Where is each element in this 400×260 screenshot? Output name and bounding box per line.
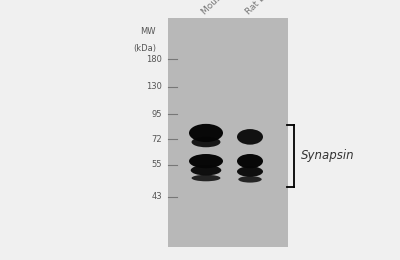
Ellipse shape (237, 166, 263, 177)
Text: MW: MW (140, 27, 156, 36)
Ellipse shape (189, 154, 223, 168)
Text: Synapsin: Synapsin (301, 150, 355, 162)
Ellipse shape (192, 137, 220, 147)
Text: 130: 130 (146, 82, 162, 91)
Text: 43: 43 (151, 192, 162, 201)
Text: (kDa): (kDa) (133, 44, 156, 53)
Text: Rat brain: Rat brain (244, 0, 279, 17)
FancyBboxPatch shape (168, 18, 288, 247)
Ellipse shape (238, 176, 262, 183)
Text: 55: 55 (152, 160, 162, 169)
Ellipse shape (191, 165, 221, 176)
Ellipse shape (189, 124, 223, 142)
Ellipse shape (237, 129, 263, 145)
Text: Mouse brain: Mouse brain (200, 0, 245, 17)
Text: 180: 180 (146, 55, 162, 64)
Text: 95: 95 (152, 110, 162, 119)
Ellipse shape (192, 175, 220, 181)
Text: 72: 72 (151, 135, 162, 144)
Ellipse shape (237, 154, 263, 168)
